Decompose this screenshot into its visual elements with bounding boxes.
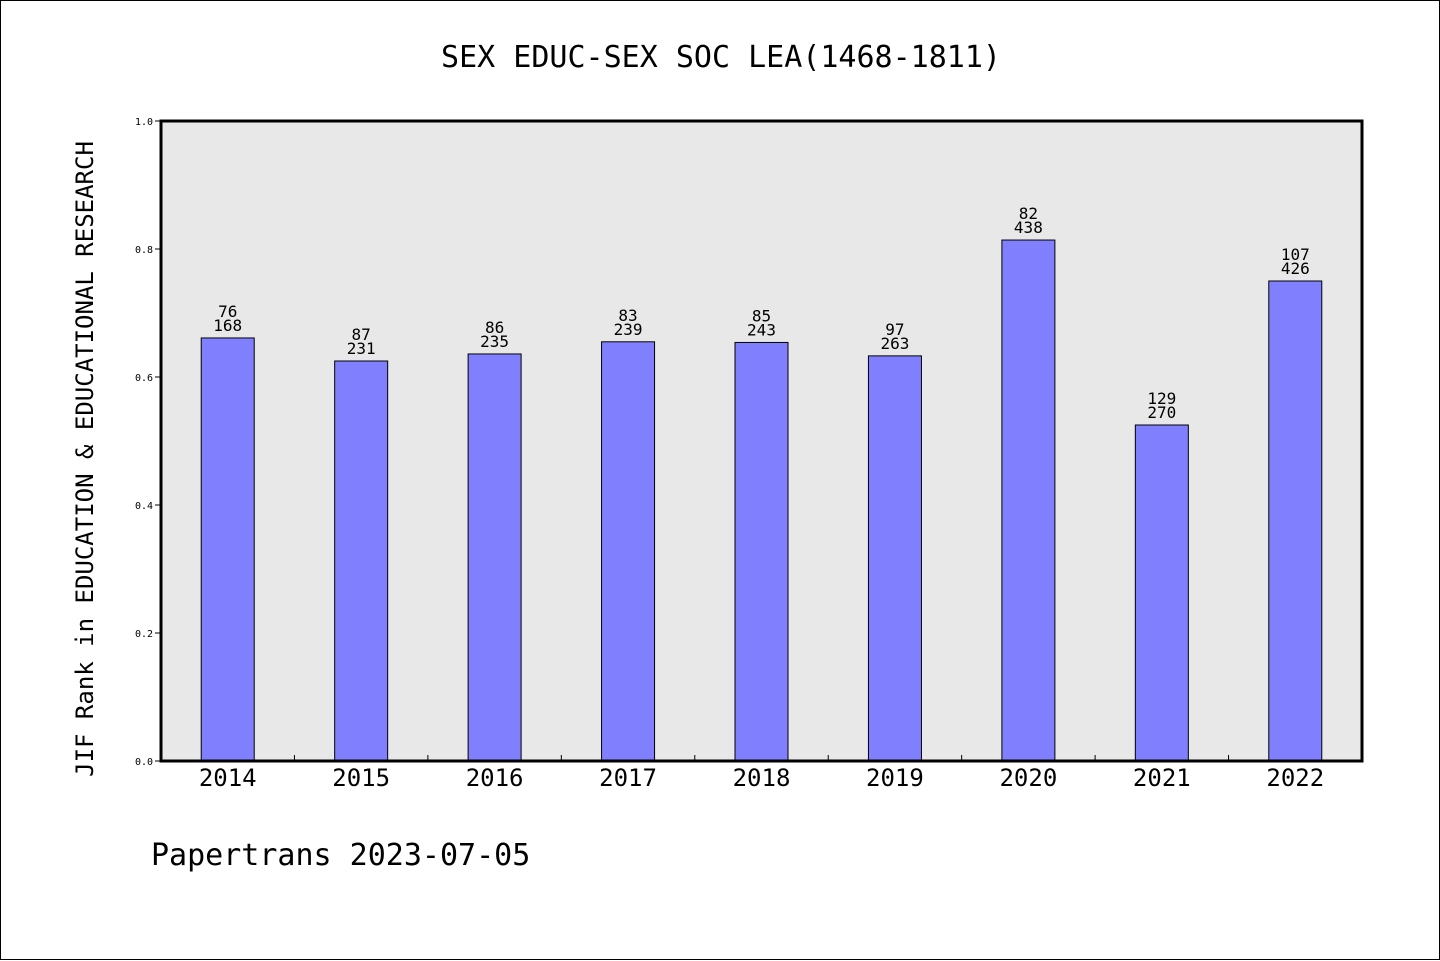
y-tick-label: 0.6 <box>135 373 153 384</box>
x-tick-label: 2019 <box>866 764 924 792</box>
bar <box>1001 239 1056 762</box>
bar-total-label: 231 <box>347 339 376 358</box>
y-tick-label: 0.8 <box>135 245 153 256</box>
chart-title: SEX EDUC-SEX SOC LEA(1468-1811) <box>441 40 1001 75</box>
bars <box>200 239 1323 762</box>
bar-rank-label: 107 <box>1281 245 1310 264</box>
footer-text: Papertrans 2023-07-05 <box>151 838 530 873</box>
bar-total-label: 263 <box>880 334 909 353</box>
y-axis-label-group: JIF Rank in EDUCATION & EDUCATIONAL RESE… <box>71 141 99 777</box>
x-tick-label: 2015 <box>332 764 390 792</box>
x-tick-label: 2022 <box>1266 764 1324 792</box>
bar-total-label: 426 <box>1281 259 1310 278</box>
bar-total-label: 243 <box>747 320 776 339</box>
bar-total-label: 168 <box>213 316 242 335</box>
y-tick-label: 0.4 <box>135 501 153 512</box>
bar-rank-label: 76 <box>218 302 237 321</box>
bar-total-label: 239 <box>614 320 643 339</box>
bar <box>467 353 522 762</box>
x-axis: 2014 2015 2016 2017 2018 2019 2020 2021 2022 <box>199 755 1324 792</box>
bar <box>1268 280 1323 762</box>
bar-total-label: 438 <box>1014 218 1043 237</box>
bar-rank-label: 83 <box>618 306 637 325</box>
bar-rank-label: 86 <box>485 318 504 337</box>
x-tick-label: 2016 <box>466 764 524 792</box>
bar <box>334 360 389 762</box>
x-tick-label: 2014 <box>199 764 257 792</box>
y-tick-label: 0.0 <box>135 757 153 768</box>
bar <box>200 337 255 762</box>
bar <box>1134 424 1189 762</box>
y-axis-label: JIF Rank in EDUCATION & EDUCATIONAL RESE… <box>71 141 99 777</box>
x-tick-label: 2021 <box>1133 764 1191 792</box>
bar-rank-label: 129 <box>1147 389 1176 408</box>
bar-rank-label: 85 <box>752 306 771 325</box>
bar-rank-label: 87 <box>352 325 371 344</box>
bar <box>601 341 656 762</box>
y-axis: 0.0 0.2 0.4 0.6 0.8 1.0 <box>135 117 161 768</box>
x-tick-label: 2018 <box>733 764 791 792</box>
bar-rank-label: 82 <box>1019 204 1038 223</box>
bar-rank-label: 97 <box>885 320 904 339</box>
bar <box>867 355 922 762</box>
y-tick-label: 1.0 <box>135 117 153 128</box>
plot-border <box>159 119 1364 763</box>
bar <box>734 341 789 762</box>
y-tick-label: 0.2 <box>135 629 153 640</box>
x-tick-label: 2017 <box>599 764 657 792</box>
bar-total-label: 270 <box>1147 403 1176 422</box>
bar-total-label: 235 <box>480 332 509 351</box>
x-tick-label: 2020 <box>999 764 1057 792</box>
